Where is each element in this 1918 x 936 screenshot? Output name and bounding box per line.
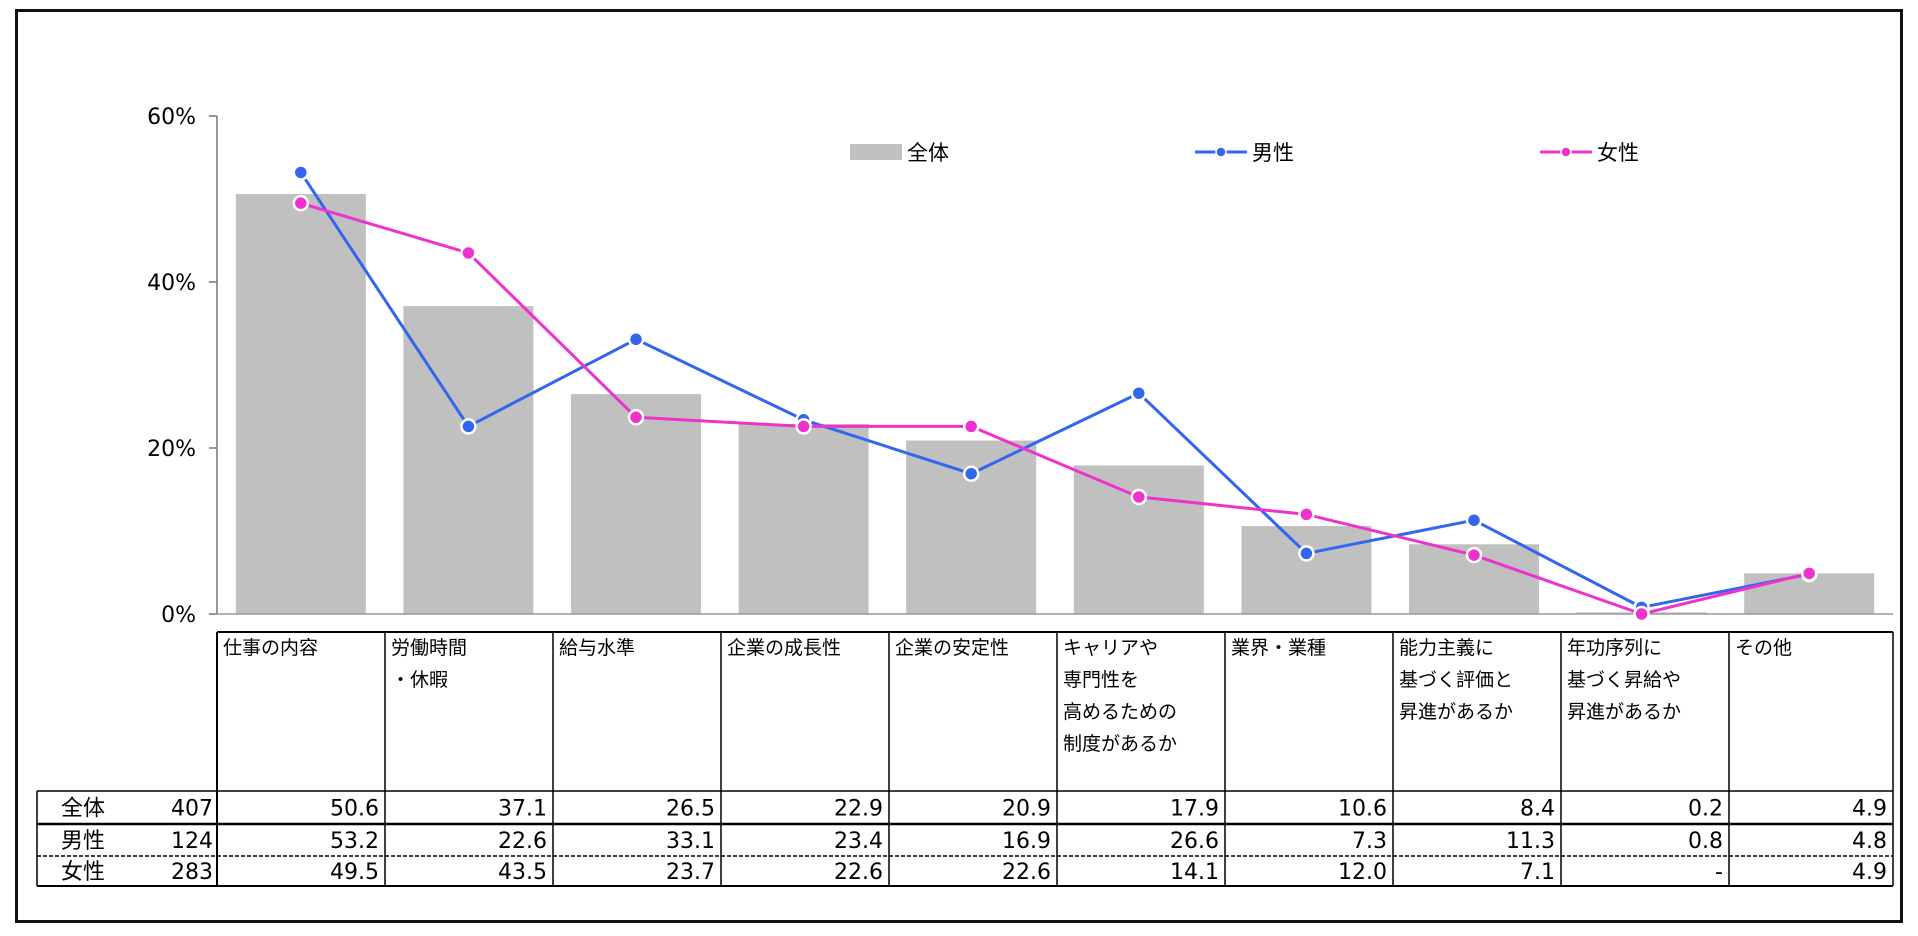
- table-cell: 16.9: [1002, 829, 1051, 854]
- table-cell: 23.4: [834, 829, 883, 854]
- table-cell: 17.9: [1170, 797, 1219, 822]
- legend-label: 男性: [1252, 141, 1294, 165]
- table-cell: 26.5: [666, 797, 715, 822]
- line-group: [292, 164, 1818, 623]
- line-point: [627, 331, 645, 348]
- series-line: [300, 201, 1810, 616]
- category-label: キャリアや: [1063, 637, 1158, 659]
- bar-group: [235, 194, 1875, 614]
- category-label: 企業の安定性: [895, 637, 1009, 659]
- line-point: [1800, 565, 1818, 582]
- category-label: 企業の成長性: [727, 637, 841, 659]
- row-header: 全体: [61, 797, 105, 822]
- series-line: [299, 171, 1810, 609]
- row-header: 男性: [61, 829, 105, 854]
- category-label: 専門性を: [1063, 669, 1139, 691]
- table-cell: 37.1: [498, 797, 547, 822]
- bar: [235, 194, 366, 614]
- table-cell: 49.5: [330, 860, 379, 885]
- legend-label: 全体: [907, 141, 949, 165]
- line-point: [460, 418, 477, 435]
- table-cell: 7.3: [1352, 829, 1387, 854]
- row-header: 女性: [61, 860, 105, 885]
- line-point: [1298, 506, 1315, 523]
- table-cell: 22.6: [498, 829, 547, 854]
- table-cell: 43.5: [498, 860, 547, 885]
- legend-marker: [1215, 146, 1227, 158]
- category-label: 昇進があるか: [1567, 701, 1681, 723]
- y-tick-label: 60%: [147, 105, 196, 130]
- line-point: [1130, 488, 1148, 506]
- table-cell: 22.9: [834, 797, 883, 822]
- table-cell: 20.9: [1002, 797, 1051, 822]
- line-point: [962, 418, 980, 435]
- legend-label: 女性: [1597, 141, 1639, 165]
- category-label: 高めるための: [1063, 701, 1177, 723]
- bar: [571, 394, 701, 614]
- table-cell: 11.3: [1506, 829, 1555, 854]
- table-cell: 10.6: [1338, 797, 1387, 822]
- category-label: 基づく昇給や: [1567, 669, 1681, 691]
- data-table: 仕事の内容 労働時間・休暇 給与水準 企業の成長性 企業の安定性 キャリアや専門性を高める…: [36, 631, 1894, 887]
- table-cell: 22.6: [1002, 860, 1051, 885]
- y-axis: 0% 20% 40% 60%: [147, 105, 1893, 628]
- category-label: 制度があるか: [1063, 733, 1177, 755]
- category-label: 業界・業種: [1231, 637, 1326, 659]
- y-tick-label: 20%: [147, 437, 196, 462]
- chart-frame: [15, 9, 1903, 923]
- table-cell: 14.1: [1170, 860, 1219, 885]
- bar: [403, 306, 534, 614]
- table-cell: 22.6: [834, 860, 883, 885]
- table-cell: 0.8: [1688, 829, 1723, 854]
- category-label: 仕事の内容: [223, 637, 318, 659]
- table-cell: 4.8: [1852, 829, 1887, 854]
- category-label: 年功序列に: [1567, 637, 1662, 659]
- category-label: 昇進があるか: [1399, 701, 1513, 723]
- legend-swatch: [850, 144, 902, 160]
- line-point: [1130, 384, 1148, 402]
- table-cell: -: [1715, 860, 1723, 885]
- table-cell: 53.2: [330, 829, 379, 854]
- row-n: 124: [171, 829, 213, 854]
- line-point: [1298, 545, 1315, 562]
- category-label: 給与水準: [559, 637, 635, 659]
- line-point: [1465, 511, 1483, 529]
- row-n: 407: [171, 797, 213, 822]
- line-point: [292, 194, 310, 212]
- bar: [738, 423, 869, 614]
- line-point: [292, 164, 310, 181]
- bar: [1073, 465, 1204, 614]
- table-cell: 0.2: [1688, 797, 1723, 822]
- category-label: ・休暇: [391, 669, 448, 691]
- category-label: 労働時間: [391, 637, 467, 659]
- table-cell: 33.1: [666, 829, 715, 854]
- y-tick-label: 40%: [147, 271, 196, 296]
- line-point: [460, 244, 477, 262]
- y-tick-label: 0%: [161, 603, 196, 628]
- line-point: [1633, 605, 1650, 623]
- table-cell: 26.6: [1170, 829, 1219, 854]
- line-point: [1465, 546, 1483, 564]
- table-cell: 23.7: [666, 860, 715, 885]
- table-cell: 8.4: [1520, 797, 1555, 822]
- table-cell: 4.9: [1852, 860, 1887, 885]
- category-label: 基づく評価と: [1399, 669, 1513, 691]
- legend: 全体 男性 女性: [850, 141, 1639, 165]
- table-cell: 12.0: [1338, 860, 1387, 885]
- table-cell: 4.9: [1852, 797, 1887, 822]
- table-cell: 50.6: [330, 797, 379, 822]
- legend-marker: [1560, 146, 1572, 158]
- category-label: その他: [1735, 637, 1792, 659]
- row-n: 283: [171, 860, 213, 885]
- line-point: [627, 409, 645, 426]
- category-label: 能力主義に: [1399, 637, 1494, 659]
- line-point: [962, 465, 980, 482]
- bar: [1241, 526, 1372, 614]
- table-cell: 7.1: [1520, 860, 1555, 885]
- line-point: [795, 418, 812, 435]
